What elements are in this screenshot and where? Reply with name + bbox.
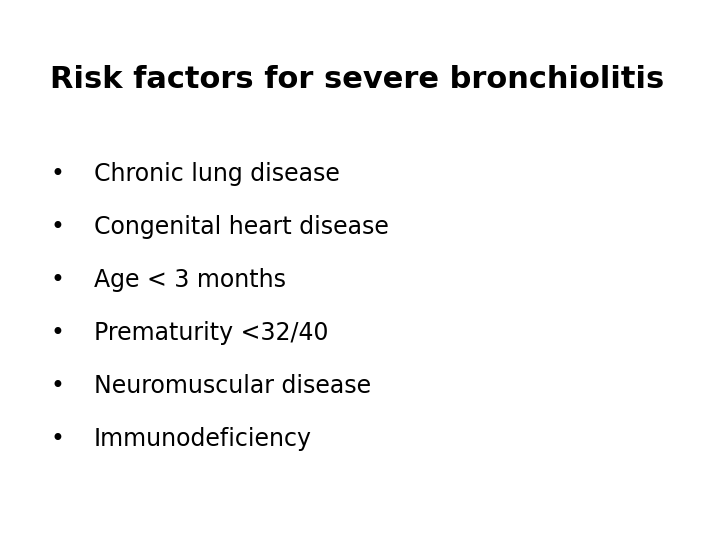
- Text: Risk factors for severe bronchiolitis: Risk factors for severe bronchiolitis: [50, 65, 665, 94]
- Text: •: •: [50, 268, 64, 292]
- Text: Neuromuscular disease: Neuromuscular disease: [94, 374, 371, 397]
- Text: Congenital heart disease: Congenital heart disease: [94, 215, 389, 239]
- Text: •: •: [50, 321, 64, 345]
- Text: Chronic lung disease: Chronic lung disease: [94, 162, 339, 186]
- Text: Age < 3 months: Age < 3 months: [94, 268, 286, 292]
- Text: Immunodeficiency: Immunodeficiency: [94, 427, 312, 450]
- Text: •: •: [50, 162, 64, 186]
- Text: •: •: [50, 215, 64, 239]
- Text: •: •: [50, 427, 64, 450]
- Text: Prematurity <32/40: Prematurity <32/40: [94, 321, 328, 345]
- Text: •: •: [50, 374, 64, 397]
